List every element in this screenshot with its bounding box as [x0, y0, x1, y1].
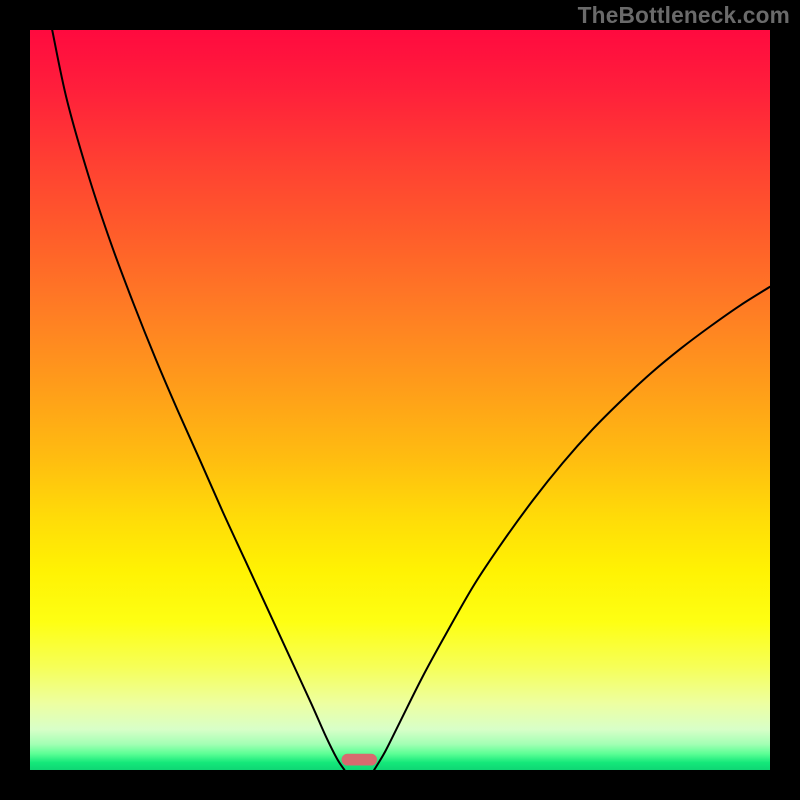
bottleneck-marker: [342, 754, 378, 766]
watermark-text: TheBottleneck.com: [578, 2, 790, 29]
plot-background: [30, 30, 770, 770]
bottleneck-chart: [0, 0, 800, 800]
chart-stage: TheBottleneck.com: [0, 0, 800, 800]
